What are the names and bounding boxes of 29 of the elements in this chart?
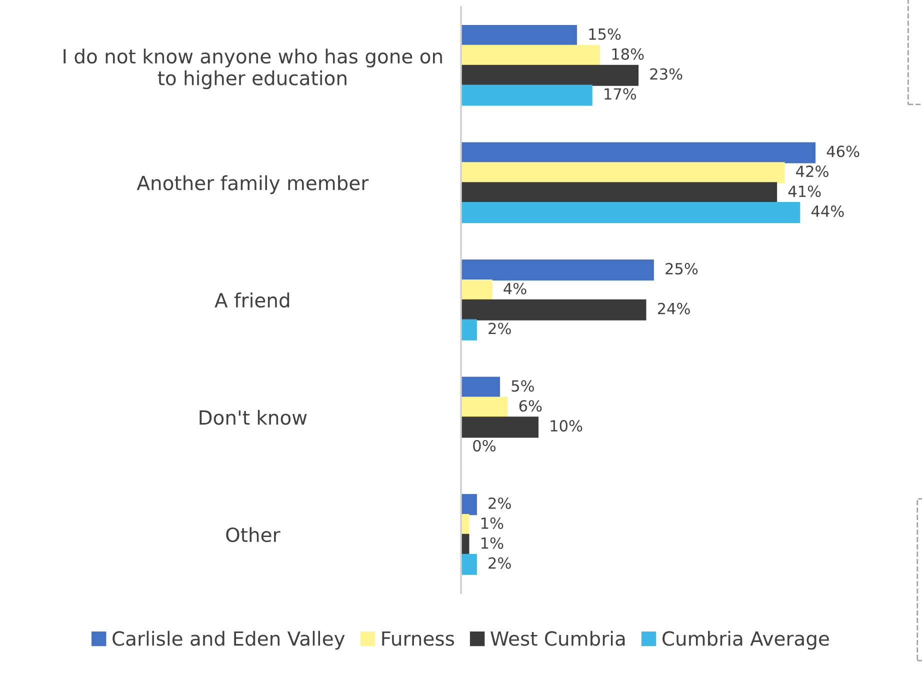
data-label: 0% bbox=[473, 440, 496, 452]
data-label: 25% bbox=[666, 262, 698, 274]
data-label: 15% bbox=[589, 28, 621, 40]
data-label: 17% bbox=[604, 88, 636, 100]
data-label: 24% bbox=[658, 302, 690, 314]
data-label: 44% bbox=[811, 205, 844, 217]
data-label: 46% bbox=[826, 146, 860, 158]
y-tick-label: Don't know bbox=[200, 410, 307, 425]
legend-label: West Cumbria bbox=[490, 630, 625, 646]
y-tick-label: A friend bbox=[214, 292, 290, 308]
data-label: 41% bbox=[788, 186, 821, 198]
data-label: 2% bbox=[488, 557, 511, 569]
legend-label: Cumbria Average bbox=[662, 630, 829, 650]
data-label: 2% bbox=[488, 322, 511, 334]
y-tick-label: Another family member bbox=[136, 175, 369, 194]
data-label: 6% bbox=[519, 400, 542, 412]
data-label: 10% bbox=[550, 420, 582, 432]
data-label: 2% bbox=[488, 497, 511, 510]
data-label: 1% bbox=[481, 537, 504, 549]
data-label: 42% bbox=[796, 166, 828, 178]
data-label: 23% bbox=[650, 68, 682, 80]
data-label: 4% bbox=[504, 282, 526, 294]
legend-label: Carlisle and Eden Valley bbox=[112, 630, 345, 650]
data-label: 18% bbox=[612, 48, 644, 60]
data-label: 5% bbox=[512, 380, 534, 392]
data-label: 1% bbox=[481, 517, 504, 529]
y-tick-label: Other bbox=[226, 527, 280, 542]
y-tick-label: I do not know anyone who has gone on to higher education bbox=[64, 48, 442, 90]
legend-label: Furness bbox=[382, 631, 454, 646]
